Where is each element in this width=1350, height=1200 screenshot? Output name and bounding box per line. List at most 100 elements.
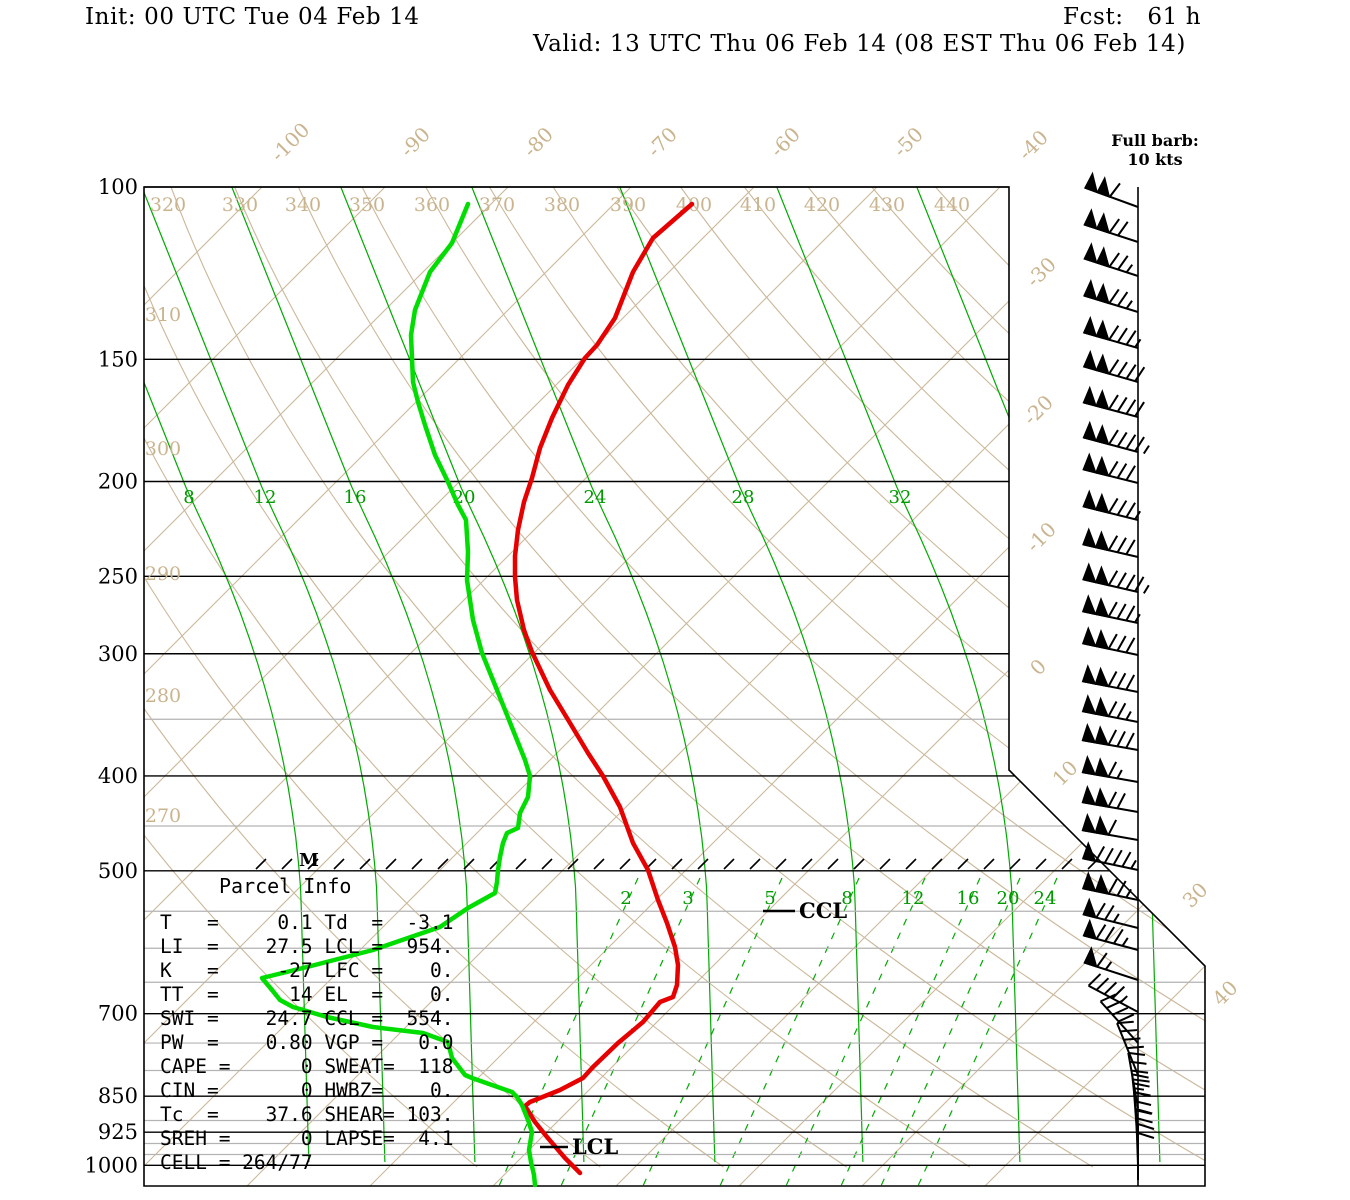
theta-label: 440	[934, 194, 970, 216]
isotherm-label: -100	[266, 118, 315, 167]
isotherm-label: -60	[765, 122, 805, 162]
theta-label: 410	[740, 194, 776, 216]
isotherm-label: -30	[1021, 252, 1061, 292]
pressure-axis-label: 100	[98, 175, 138, 199]
melting-level-label: M	[299, 850, 319, 871]
mixing-ratio-label: 3	[682, 888, 693, 909]
mixing-ratio-label: 24	[584, 487, 607, 508]
theta-label: 300	[145, 438, 181, 460]
wind-barbs	[1081, 171, 1155, 1180]
parcel-info-table: T = 0.1 Td = -3.1 LI = 27.5 LCL = 954. K…	[160, 911, 454, 1174]
wind-barb	[1082, 452, 1139, 484]
mixing-ratio-label: 28	[732, 487, 755, 508]
theta-label: 310	[145, 304, 181, 326]
wind-barb	[1081, 785, 1139, 813]
theta-label: 430	[869, 194, 905, 216]
mixing-ratio-label: 12	[254, 487, 277, 508]
wind-barb	[1081, 594, 1141, 624]
pressure-axis-label: 925	[98, 1120, 138, 1144]
mixing-ratio-label: 8	[841, 888, 852, 909]
theta-label: 350	[349, 194, 385, 216]
pressure-axis-label: 850	[98, 1084, 138, 1108]
wind-barb	[1083, 279, 1139, 313]
isotherm-label: 30	[1178, 878, 1213, 913]
theta-label: 330	[222, 194, 258, 216]
wind-barb	[1083, 208, 1139, 243]
theta-label: 380	[544, 194, 580, 216]
pressure-axis-label: 150	[98, 347, 138, 371]
wind-barb	[1082, 562, 1150, 594]
wind-barb	[1081, 723, 1139, 751]
wind-barb	[1083, 242, 1139, 277]
minor-pressure-lines	[144, 718, 1205, 1156]
wind-barb	[1137, 1123, 1155, 1180]
pressure-axis-label: 400	[98, 764, 138, 788]
mixing-ratio-label: 32	[889, 487, 912, 508]
mixing-ratio-label: 5	[764, 888, 775, 909]
valid-time-label: Valid: 13 UTC Thu 06 Feb 14 (08 EST Thu …	[533, 31, 1186, 57]
isotherm-label: -10	[1021, 517, 1061, 557]
mixing-ratio-label: 20	[997, 888, 1020, 909]
isotherm-label: 10	[1048, 756, 1083, 791]
wind-barb	[1082, 385, 1145, 418]
mixing-ratio-label: 24	[1034, 888, 1057, 909]
pressure-axis-label: 250	[98, 564, 138, 588]
wind-barb	[1081, 841, 1139, 871]
legend-line2: 10 kts	[1127, 150, 1183, 169]
ccl-label: CCL	[799, 898, 847, 923]
theta-label: 290	[145, 563, 181, 585]
theta-label: 370	[479, 194, 515, 216]
mixing-ratio-label: 16	[957, 888, 980, 909]
wind-barb	[1082, 489, 1142, 521]
wind-barb	[1082, 918, 1139, 951]
wind-barb	[1081, 626, 1139, 656]
wind-barb	[1081, 871, 1139, 901]
wind-barb	[1081, 813, 1139, 841]
wind-barb	[1083, 171, 1139, 208]
pressure-axis-label: 1000	[85, 1153, 138, 1177]
theta-label: 390	[610, 194, 646, 216]
theta-label: 360	[414, 194, 450, 216]
wind-barb-legend: Full barb: 10 kts	[1095, 131, 1215, 169]
mixing-ratio-label: 16	[344, 487, 367, 508]
isotherm-label: -90	[395, 122, 435, 162]
isotherm-label: 0	[1025, 654, 1051, 680]
wind-barb	[1082, 349, 1146, 383]
isotherm-label: -80	[518, 122, 558, 162]
wind-barb	[1082, 420, 1150, 455]
isotherm-label: -70	[642, 122, 682, 162]
wind-barb	[1081, 664, 1139, 693]
wind-barb	[1116, 1020, 1144, 1076]
isotherm-label: -40	[1013, 125, 1053, 165]
wind-barb	[1083, 946, 1139, 981]
parcel-info-title: Parcel Info	[219, 874, 352, 898]
temperature-curve	[512, 201, 695, 1176]
pressure-axis-label: 500	[98, 859, 138, 883]
freezing-hatch-line	[255, 858, 1099, 870]
pressure-axis-label: 300	[98, 642, 138, 666]
dewpoint-curve	[259, 201, 538, 1188]
theta-label: 420	[804, 194, 840, 216]
legend-line1: Full barb:	[1111, 131, 1199, 150]
theta-label: 340	[285, 194, 321, 216]
wind-barb	[1082, 527, 1139, 558]
wind-barb	[1082, 897, 1139, 929]
plot-border	[143, 186, 1206, 1187]
theta-label: 320	[150, 194, 186, 216]
level-markers: LCL CCL M	[299, 850, 847, 1159]
wind-barb	[1081, 755, 1139, 783]
theta-label: 270	[145, 805, 181, 827]
mixing-ratio-label: 8	[183, 487, 194, 508]
theta-label: 280	[145, 685, 181, 707]
mixing-ratio-label: 2	[620, 888, 631, 909]
isotherm-label: 40	[1208, 976, 1243, 1011]
lcl-label: LCL	[572, 1134, 618, 1159]
isotherm-label: -50	[888, 122, 928, 162]
wind-barb	[1082, 315, 1142, 349]
mixing-ratio-label: 12	[902, 888, 925, 909]
init-time-label: Init: 00 UTC Tue 04 Feb 14	[85, 4, 420, 30]
pressure-axis-label: 700	[98, 1002, 138, 1026]
pressure-axis-label: 200	[98, 469, 138, 493]
